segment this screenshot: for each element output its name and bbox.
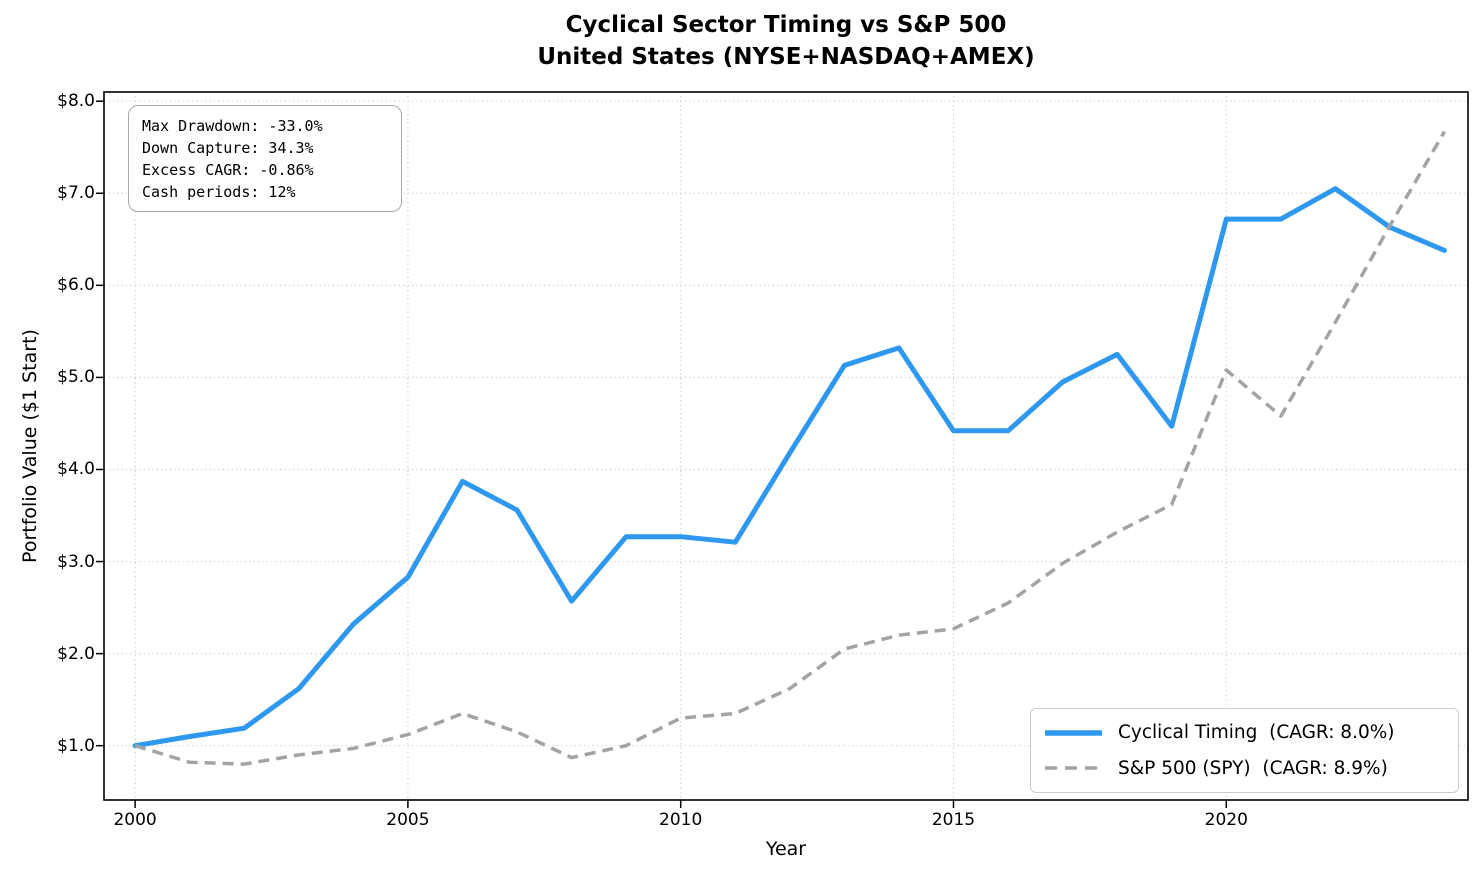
y-tick-label: $6.0 xyxy=(57,275,95,296)
x-tick-label: 2015 xyxy=(931,810,976,830)
x-tick-label: 2020 xyxy=(1204,810,1248,830)
chart-title: Cyclical Sector Timing vs S&P 500 xyxy=(565,12,1007,38)
dashed-line-swatch-icon xyxy=(1045,766,1102,770)
x-tick-label: 2000 xyxy=(113,810,157,830)
series-line-cyclical-timing xyxy=(132,186,1447,749)
y-tick-label: $1.0 xyxy=(57,735,95,756)
series-line-sp500 xyxy=(134,130,1447,766)
legend-label-sp500: S&P 500 (SPY) (CAGR: 8.9%) xyxy=(1118,757,1388,779)
y-tick-label: $3.0 xyxy=(57,551,95,572)
y-axis-label: Portfolio Value ($1 Start) xyxy=(19,329,41,563)
stat-down-capture: Down Capture: 34.3% xyxy=(142,139,314,157)
y-tick-label: $7.0 xyxy=(57,183,95,204)
stat-cash-periods: Cash periods: 12% xyxy=(142,183,296,201)
legend-item-cyclical-timing: Cyclical Timing (CAGR: 8.0%) xyxy=(1045,722,1444,743)
x-axis-label: Year xyxy=(765,838,807,860)
y-tick-label: $2.0 xyxy=(57,643,95,664)
x-tick-label: 2010 xyxy=(659,810,703,830)
y-tick-label: $5.0 xyxy=(57,367,95,388)
legend-label-cyclical-timing: Cyclical Timing (CAGR: 8.0%) xyxy=(1118,722,1395,744)
stat-max-drawdown: Max Drawdown: -33.0% xyxy=(142,117,323,135)
chart-subtitle: United States (NYSE+NASDAQ+AMEX) xyxy=(537,44,1035,70)
stat-excess-cagr: Excess CAGR: -0.86% xyxy=(142,161,314,179)
plot-frame xyxy=(103,91,1469,801)
solid-line-swatch-icon xyxy=(1045,730,1102,736)
y-tick-label: $4.0 xyxy=(57,459,95,480)
y-tick-label: $8.0 xyxy=(57,91,95,112)
legend-item-sp500: S&P 500 (SPY) (CAGR: 8.9%) xyxy=(1045,758,1444,779)
stats-annotation-box: Max Drawdown: -33.0% Down Capture: 34.3% E… xyxy=(128,105,402,212)
legend: Cyclical Timing (CAGR: 8.0%) S&P 500 (SP… xyxy=(1030,708,1459,793)
x-tick-label: 2005 xyxy=(386,810,430,830)
